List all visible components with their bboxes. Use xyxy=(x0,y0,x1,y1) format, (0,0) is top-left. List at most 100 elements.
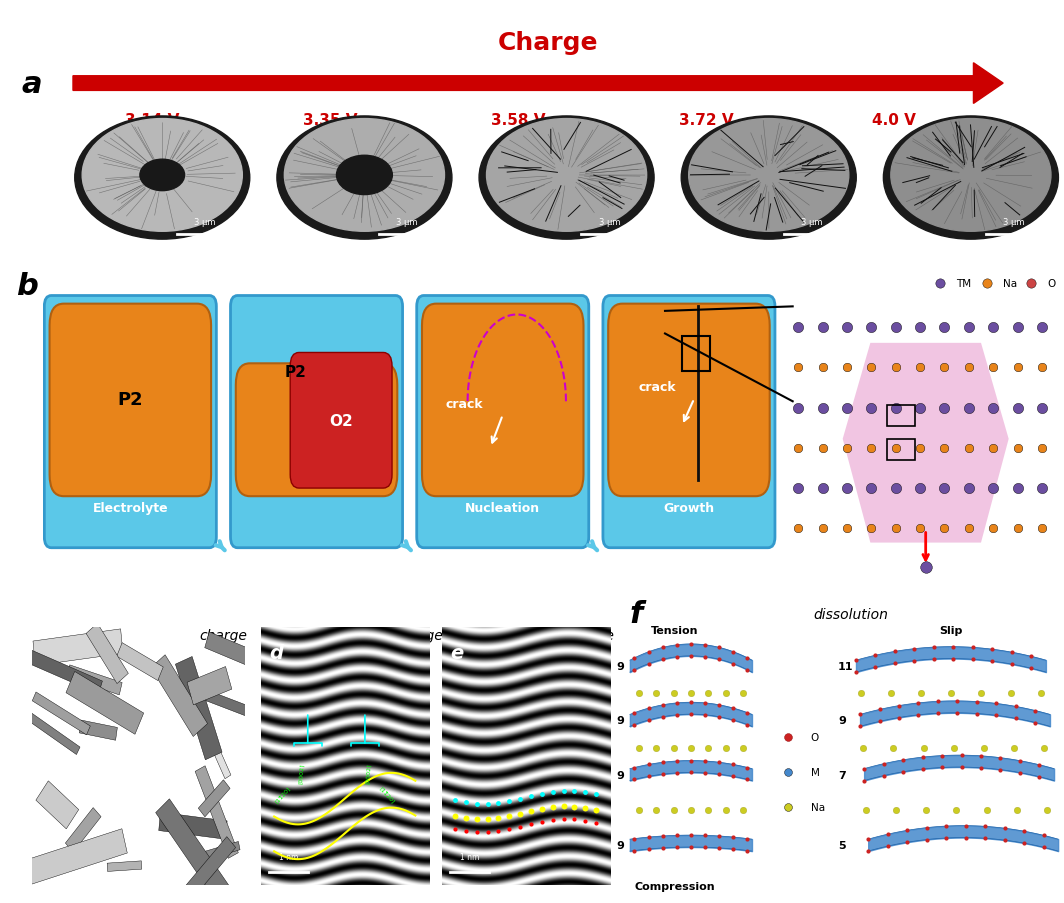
Point xyxy=(630,740,647,755)
Point xyxy=(1009,361,1026,376)
Point xyxy=(738,705,755,720)
Point xyxy=(984,654,1001,668)
Point xyxy=(863,361,880,376)
Point xyxy=(447,809,464,824)
Point xyxy=(838,361,855,376)
Point xyxy=(914,762,931,777)
Point xyxy=(875,768,892,783)
Point xyxy=(682,686,699,701)
Text: d: d xyxy=(269,643,283,662)
Point xyxy=(682,803,699,817)
Point xyxy=(899,824,916,838)
Point xyxy=(977,819,994,833)
Point xyxy=(838,321,855,335)
Point xyxy=(533,815,550,829)
Point xyxy=(961,522,978,536)
Circle shape xyxy=(82,119,243,232)
Point xyxy=(1009,481,1026,496)
Point xyxy=(852,686,869,701)
FancyArrow shape xyxy=(73,63,1003,105)
Point xyxy=(566,799,583,814)
Point xyxy=(665,803,682,817)
Point xyxy=(501,823,518,837)
Point xyxy=(851,720,868,734)
Point xyxy=(912,481,929,496)
Point xyxy=(814,442,831,456)
Point xyxy=(972,760,990,775)
Text: [0002]: [0002] xyxy=(298,762,304,783)
Point xyxy=(1023,276,1040,291)
Point xyxy=(930,706,947,721)
Point xyxy=(996,821,1013,835)
Point xyxy=(780,765,797,779)
Point xyxy=(984,361,1001,376)
Point xyxy=(789,401,807,415)
Point xyxy=(479,796,496,811)
Point xyxy=(458,811,475,825)
Point xyxy=(851,707,868,721)
Polygon shape xyxy=(195,766,238,859)
Point xyxy=(654,698,671,712)
Text: 3.72 V: 3.72 V xyxy=(679,112,733,127)
Point xyxy=(512,807,529,822)
Point xyxy=(734,686,751,701)
Text: [11̅20]: [11̅20] xyxy=(275,785,292,804)
Point xyxy=(641,769,658,784)
Point xyxy=(887,361,904,376)
Point xyxy=(711,640,728,655)
FancyBboxPatch shape xyxy=(422,304,583,497)
Point xyxy=(992,762,1009,777)
Point xyxy=(949,706,966,721)
Point xyxy=(545,785,562,799)
Text: O2: O2 xyxy=(329,414,353,428)
Point xyxy=(1008,712,1025,726)
Point xyxy=(1023,649,1040,664)
Point xyxy=(566,813,583,827)
Point xyxy=(682,753,699,768)
Point xyxy=(854,740,871,755)
Polygon shape xyxy=(36,781,79,829)
Point xyxy=(961,361,978,376)
Point xyxy=(871,714,888,729)
Polygon shape xyxy=(19,707,80,755)
Point xyxy=(1038,803,1055,817)
Text: 3.14 V: 3.14 V xyxy=(124,112,180,127)
Point xyxy=(968,706,985,721)
Point xyxy=(933,760,950,775)
Point xyxy=(936,401,953,415)
Point xyxy=(912,442,929,456)
Point xyxy=(734,740,751,755)
Text: 7: 7 xyxy=(838,769,846,780)
Text: [0002]: [0002] xyxy=(365,762,371,783)
Point xyxy=(668,696,685,711)
Point xyxy=(545,800,562,815)
Point xyxy=(992,750,1009,765)
Polygon shape xyxy=(188,684,261,721)
Point xyxy=(641,645,658,659)
Text: 9: 9 xyxy=(616,840,625,851)
Point xyxy=(1015,824,1032,839)
Point xyxy=(725,758,742,772)
Point xyxy=(1023,661,1040,675)
Point xyxy=(1003,646,1020,660)
Point xyxy=(682,828,699,842)
Point xyxy=(1003,657,1020,672)
Polygon shape xyxy=(179,837,235,903)
Point xyxy=(984,442,1001,456)
Point xyxy=(887,522,904,536)
Point xyxy=(725,701,742,715)
Point xyxy=(682,740,699,755)
Point xyxy=(838,481,855,496)
Point xyxy=(945,639,962,654)
Point xyxy=(961,481,978,496)
Point xyxy=(654,829,671,843)
Point xyxy=(668,766,685,780)
Polygon shape xyxy=(80,721,117,740)
Point xyxy=(738,718,755,732)
Point xyxy=(668,828,685,842)
FancyBboxPatch shape xyxy=(603,296,775,548)
Point xyxy=(1015,836,1032,851)
Point xyxy=(961,321,978,335)
Point xyxy=(626,760,643,775)
Point xyxy=(648,803,665,817)
